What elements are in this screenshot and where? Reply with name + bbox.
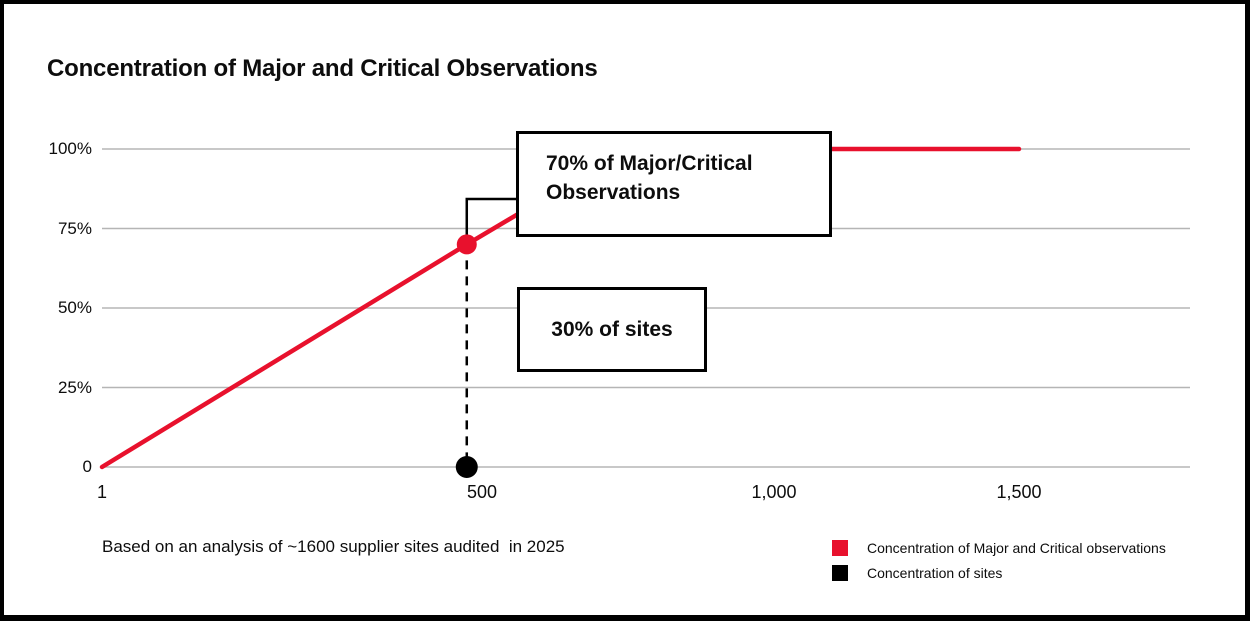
legend-label-sites: Concentration of sites [867,565,1003,581]
footnote: Based on an analysis of ~1600 supplier s… [102,537,565,556]
x-tick-1: 500 [466,482,498,502]
sites-swatch-icon [832,565,848,581]
x-tick-2: 1,000 [751,482,797,502]
y-tick-0: 100% [48,139,92,158]
legend-label-observations: Concentration of Major and Critical obse… [867,540,1166,556]
x-tick-0: 1 [96,482,108,502]
chart-title: Concentration of Major and Critical Obse… [47,55,598,82]
y-tick-2: 50% [57,298,92,317]
observations-swatch-icon [832,540,848,556]
legend: Concentration of Major and Critical obse… [832,540,1166,590]
legend-item-sites: Concentration of sites [832,565,1166,581]
sites-marker [455,456,478,478]
observations-callout-text: 70% of Major/Critical Observations [546,152,753,205]
observations-callout-box: 70% of Major/Critical Observations [516,131,832,237]
sites-callout-box: 30% of sites [517,287,707,372]
callout-connector [465,197,518,245]
legend-item-observations: Concentration of Major and Critical obse… [832,540,1166,556]
y-tick-1: 75% [57,218,92,238]
y-tick-4: 0 [82,457,92,476]
sites-callout-text: 30% of sites [551,317,673,341]
y-tick-3: 25% [57,377,92,397]
observations-marker [456,234,477,255]
x-tick-3: 1,500 [996,482,1042,502]
